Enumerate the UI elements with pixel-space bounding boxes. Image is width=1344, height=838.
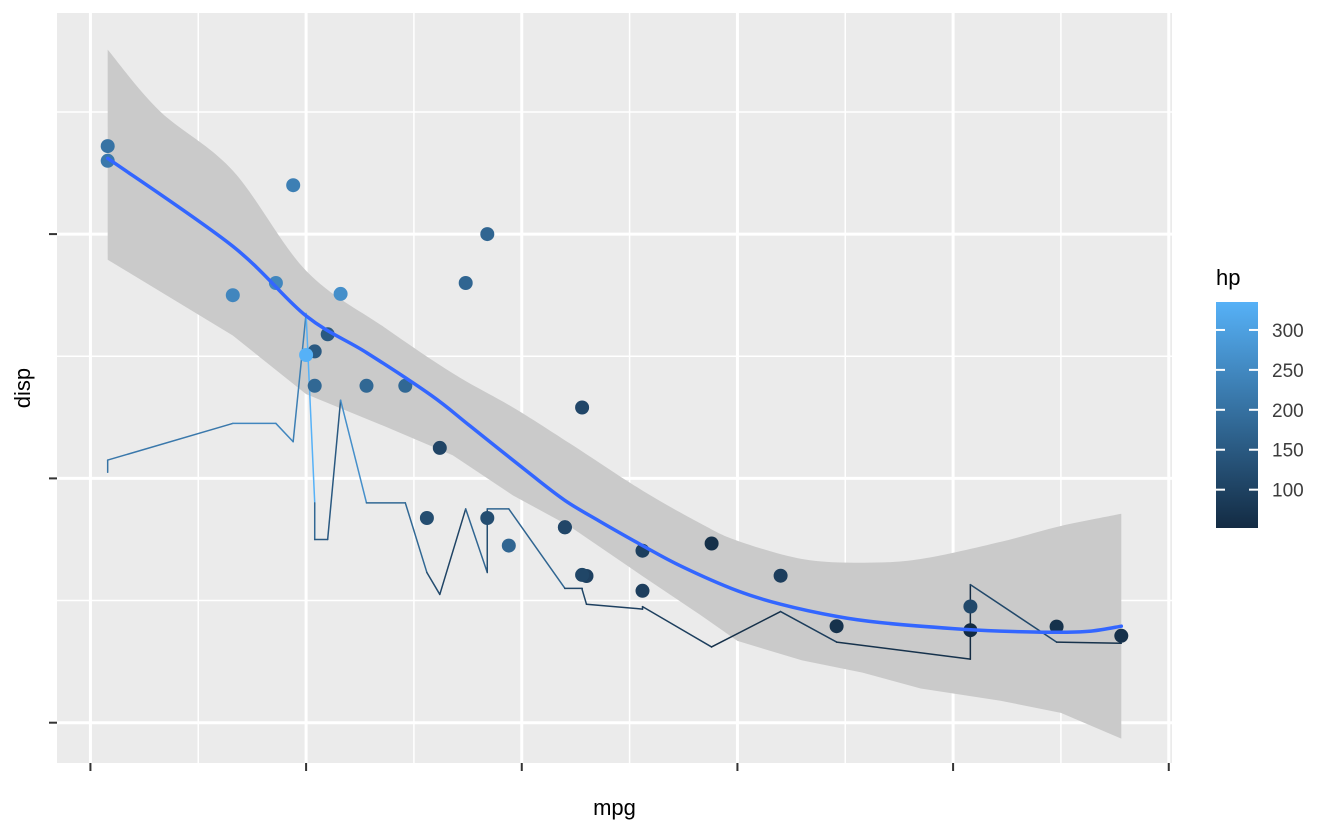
confidence-ribbon bbox=[107, 49, 1122, 739]
legend-tick-label: 200 bbox=[1272, 401, 1304, 422]
data-point bbox=[419, 511, 434, 525]
data-points bbox=[100, 139, 1129, 643]
data-point bbox=[333, 286, 348, 301]
data-point bbox=[575, 400, 590, 415]
legend-hp: hp 300 250 200 150 100 bbox=[1216, 265, 1304, 528]
hp-line-segment bbox=[641, 605, 713, 648]
data-point bbox=[398, 378, 413, 393]
data-point bbox=[1114, 628, 1129, 643]
data-point bbox=[963, 599, 978, 614]
hp-line-segment bbox=[581, 588, 588, 605]
legend-colorbar bbox=[1216, 302, 1258, 528]
hp-line-segment bbox=[439, 508, 467, 596]
hp-line-segment bbox=[585, 603, 644, 610]
hp-line-segment bbox=[426, 571, 441, 596]
hp-line-segment bbox=[305, 312, 316, 504]
hp-line-segment bbox=[835, 641, 972, 660]
hp-line-segment bbox=[779, 610, 838, 643]
data-point bbox=[100, 153, 115, 168]
data-point bbox=[432, 440, 447, 455]
hp-line-segment bbox=[464, 508, 489, 574]
legend-tick-label: 100 bbox=[1272, 481, 1304, 502]
hp-line-segment bbox=[275, 422, 294, 443]
legend-tick-label: 150 bbox=[1272, 441, 1304, 462]
data-point bbox=[575, 567, 590, 582]
data-point bbox=[458, 276, 473, 290]
smooth-line bbox=[105, 156, 1124, 635]
hp-line-segment bbox=[710, 610, 782, 648]
data-point bbox=[635, 583, 650, 598]
x-axis-title: mpg bbox=[593, 795, 636, 820]
data-point bbox=[480, 511, 495, 525]
hp-line-segment bbox=[292, 312, 307, 443]
data-point bbox=[773, 568, 788, 583]
data-point bbox=[359, 378, 374, 393]
y-axis-title: disp bbox=[10, 368, 35, 408]
hp-line-segment bbox=[508, 508, 566, 590]
data-point bbox=[557, 520, 572, 535]
legend-tick-label: 250 bbox=[1272, 361, 1304, 382]
data-point bbox=[501, 538, 516, 553]
data-point bbox=[307, 378, 322, 393]
data-point bbox=[100, 139, 115, 154]
y-axis-ticks bbox=[49, 233, 57, 724]
x-axis-ticks bbox=[89, 763, 1170, 771]
data-point bbox=[480, 227, 495, 242]
data-point bbox=[299, 348, 314, 362]
legend-ticks bbox=[1216, 328, 1258, 491]
data-point bbox=[1049, 619, 1064, 634]
data-point bbox=[704, 536, 719, 551]
data-point bbox=[829, 619, 844, 634]
legend-tick-labels: 300 250 200 150 100 bbox=[1272, 321, 1304, 502]
hp-line-segment bbox=[404, 502, 428, 574]
hp-line-segment bbox=[326, 399, 342, 541]
data-point bbox=[225, 288, 240, 303]
hp-line bbox=[106, 312, 1123, 660]
hp-line-segment bbox=[339, 399, 368, 504]
legend-tick-label: 300 bbox=[1272, 321, 1304, 342]
legend-title: hp bbox=[1216, 265, 1240, 290]
data-point bbox=[286, 178, 301, 193]
data-point bbox=[268, 276, 283, 290]
hp-line-segment bbox=[1055, 641, 1123, 645]
hp-line-segment bbox=[106, 422, 234, 461]
